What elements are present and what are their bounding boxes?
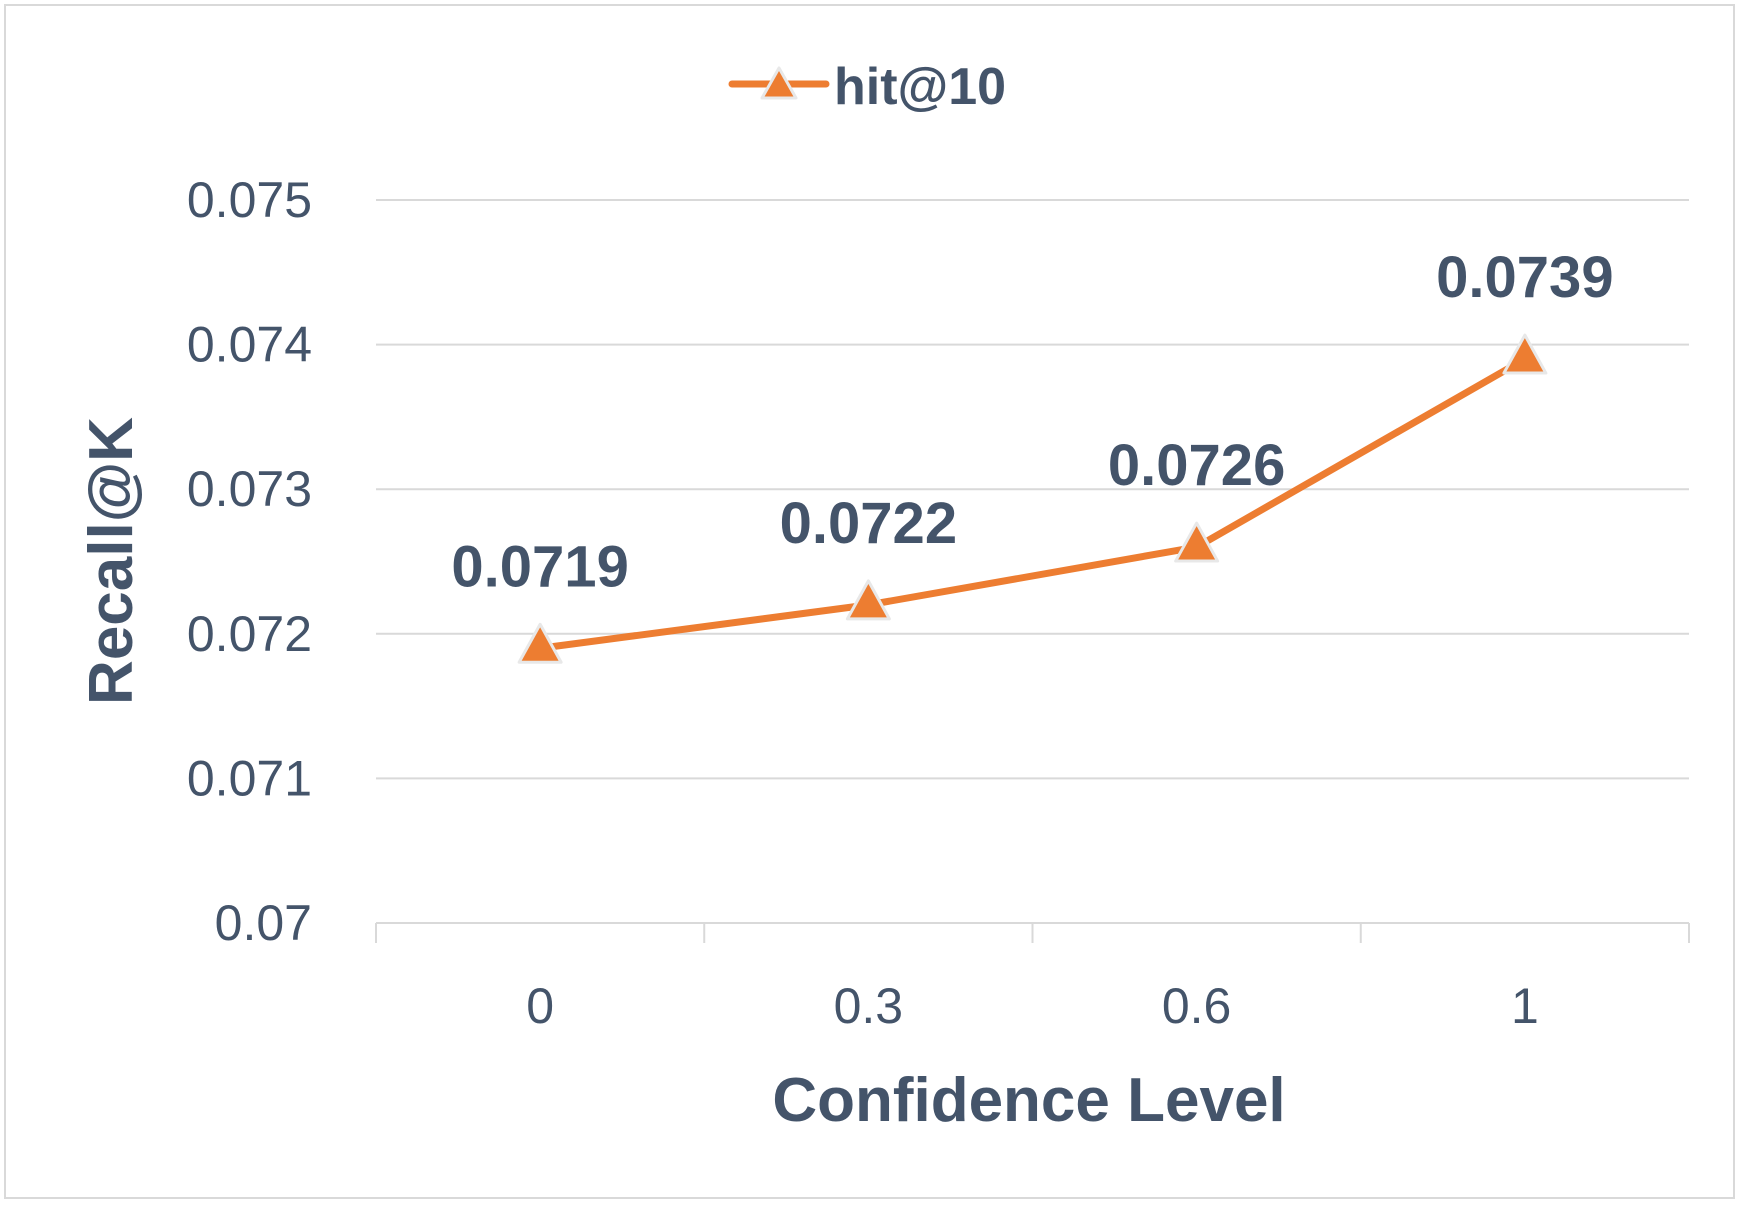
x-tick-label: 0 — [526, 978, 554, 1034]
y-tick-label: 0.072 — [187, 606, 312, 662]
x-tick-label: 1 — [1511, 978, 1539, 1034]
legend: hit@10 — [728, 58, 1006, 116]
data-point-triangle-marker — [1502, 333, 1548, 375]
data-point-triangle-marker — [517, 622, 563, 664]
chart-frame: 0.07 0.071 0.072 0.073 0.074 0.075 0 0.3 0.6 1 0.… — [4, 4, 1735, 1199]
y-tick-label: 0.07 — [215, 895, 312, 951]
x-axis-label: Confidence Level — [772, 1066, 1285, 1135]
legend-triangle-marker-icon — [760, 66, 798, 100]
y-tick-label: 0.074 — [187, 317, 312, 373]
series — [517, 333, 1548, 664]
y-axis-label: Recall@K — [77, 417, 146, 705]
y-tick-label: 0.073 — [187, 461, 312, 517]
data-label: 0.0719 — [451, 534, 628, 599]
axes: 0.07 0.071 0.072 0.073 0.074 0.075 0 0.3 0.6 1 — [187, 172, 1690, 1034]
legend-label: hit@10 — [834, 58, 1006, 116]
data-label: 0.0726 — [1108, 433, 1285, 498]
data-labels: 0.0719 0.0722 0.0726 0.0739 — [451, 245, 1613, 599]
data-point-triangle-marker — [1174, 521, 1220, 563]
y-tick-label: 0.071 — [187, 750, 312, 806]
gridlines — [376, 199, 1689, 780]
y-tick-label: 0.075 — [187, 172, 312, 228]
line-chart: 0.07 0.071 0.072 0.073 0.074 0.075 0 0.3 0.6 1 0.… — [77, 58, 1690, 1135]
data-point-triangle-marker — [845, 579, 891, 621]
data-label: 0.0722 — [780, 491, 957, 556]
data-label: 0.0739 — [1436, 245, 1613, 310]
x-tick-label: 0.3 — [834, 978, 904, 1034]
x-tick-label: 0.6 — [1162, 978, 1232, 1034]
series-line — [536, 355, 1529, 652]
